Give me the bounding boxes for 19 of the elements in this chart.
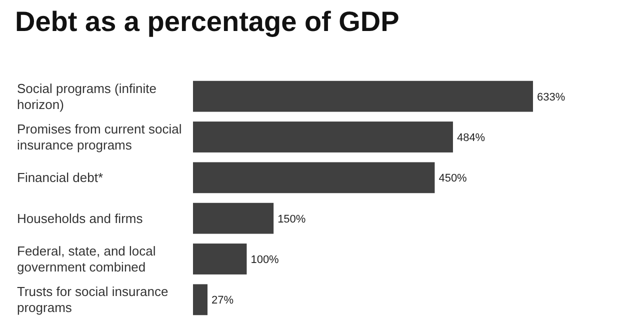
y-tick-label: Promises from current social insurance programs [17, 122, 182, 152]
data-label: 100% [250, 254, 280, 266]
y-tick-label: Federal, state, and local government combined [17, 244, 156, 274]
data-label: 150% [278, 213, 306, 226]
bar [193, 244, 247, 274]
bar [193, 284, 208, 316]
y-tick-label: Households and firms [17, 210, 144, 226]
data-label: 27% [212, 294, 234, 307]
bar [193, 162, 435, 194]
chart-title: Debt as a percentage of GDP [15, 6, 400, 37]
bar [193, 80, 533, 112]
data-label: 450% [438, 172, 468, 185]
bar [193, 122, 453, 152]
y-tick-label: Social programs (infinite horizon) [17, 80, 156, 112]
data-label: 633% [537, 91, 566, 104]
y-tick-label: Trusts for social insurance programs [17, 284, 168, 316]
data-label: 484% [456, 132, 486, 144]
bar [193, 202, 274, 234]
y-tick-label: Financial debt* [17, 170, 103, 186]
